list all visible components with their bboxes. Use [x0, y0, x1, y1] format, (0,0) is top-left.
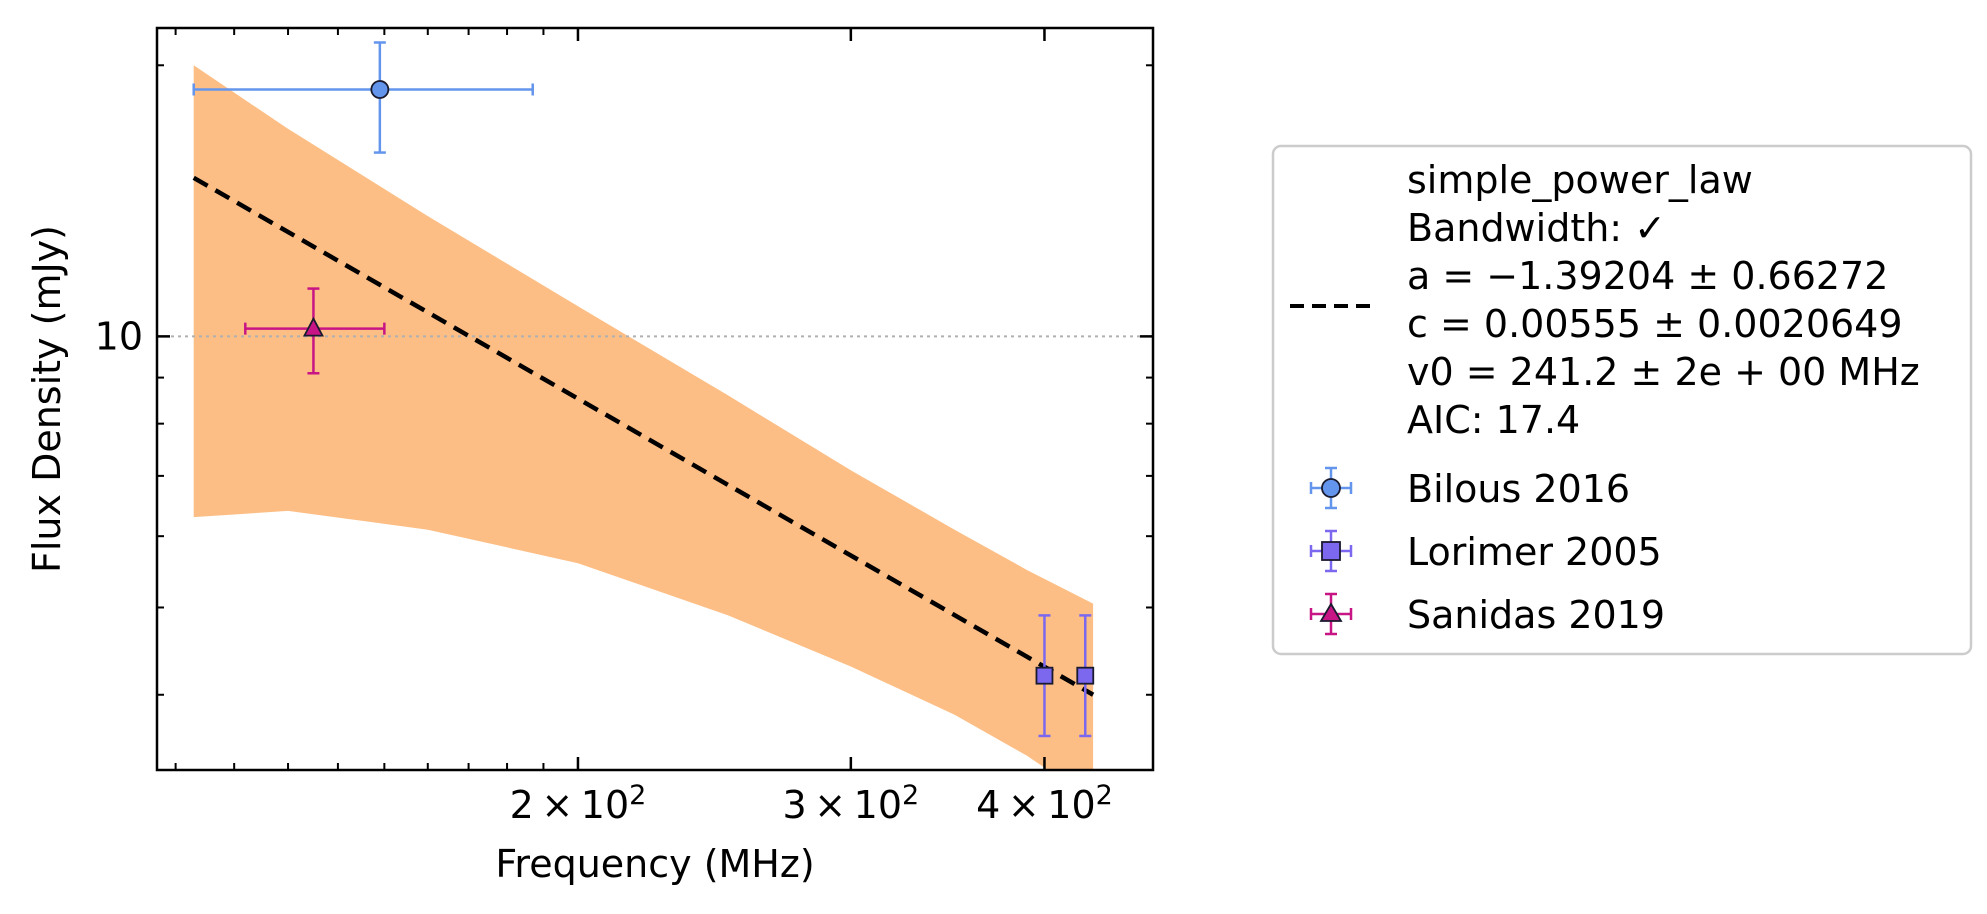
legend-fit-line-3: a = −1.39204 ± 0.66272: [1407, 254, 1888, 298]
legend-fit-line-6: AIC: 17.4: [1407, 398, 1580, 442]
legend-frame: [1271, 144, 1973, 656]
point-marker-triangle: [302, 316, 324, 337]
plot-frame: [155, 26, 1155, 772]
legend-fit-line-5: v0 = 241.2 ± 2e + 00 MHz: [1407, 350, 1920, 394]
data-point-square-1-0: [1035, 614, 1054, 738]
legend-fit-line-2: Bandwidth: ✓: [1407, 206, 1666, 250]
x-tick-label: 4 × 102: [976, 780, 1113, 827]
y-tick-label: 10: [95, 314, 143, 358]
point-marker-square: [1076, 666, 1095, 685]
legend-entry-lorimer: Lorimer 2005: [1407, 530, 1662, 574]
legend-marker-lorimer: [1309, 529, 1353, 573]
fit-uncertainty-band: [193, 65, 1094, 770]
point-marker-square: [1035, 666, 1054, 685]
y-axis-label: Flux Density (mJy): [25, 225, 69, 573]
fit-uncertainty-band-layer: [193, 65, 1094, 770]
data-point-triangle-2-0: [244, 287, 386, 375]
legend-entry-sanidas: Sanidas 2019: [1407, 593, 1665, 637]
legend-fit-line-1: simple_power_law: [1407, 158, 1753, 202]
fit-line-layer: [192, 175, 1095, 697]
legend: simple_power_law Bandwidth: ✓ a = −1.392…: [1271, 144, 1973, 656]
legend-fit-line-4: c = 0.00555 ± 0.0020649: [1407, 302, 1903, 346]
legend-marker-sanidas: [1309, 592, 1353, 636]
x-axis-label: Frequency (MHz): [495, 842, 814, 886]
x-tick-label: 2 × 102: [510, 780, 647, 827]
ticks-layer: 2 × 102 3 × 102 4 × 102 10: [95, 28, 1153, 827]
data-points-layer: [192, 41, 1095, 738]
fit-line: [192, 175, 1095, 697]
data-point-circle-0-0: [192, 41, 534, 154]
point-marker-circle: [370, 80, 390, 99]
legend-marker-bilous: [1309, 466, 1353, 510]
x-tick-label: 3 × 102: [782, 780, 919, 827]
legend-entry-bilous: Bilous 2016: [1407, 467, 1630, 511]
data-point-square-1-1: [1076, 614, 1095, 738]
